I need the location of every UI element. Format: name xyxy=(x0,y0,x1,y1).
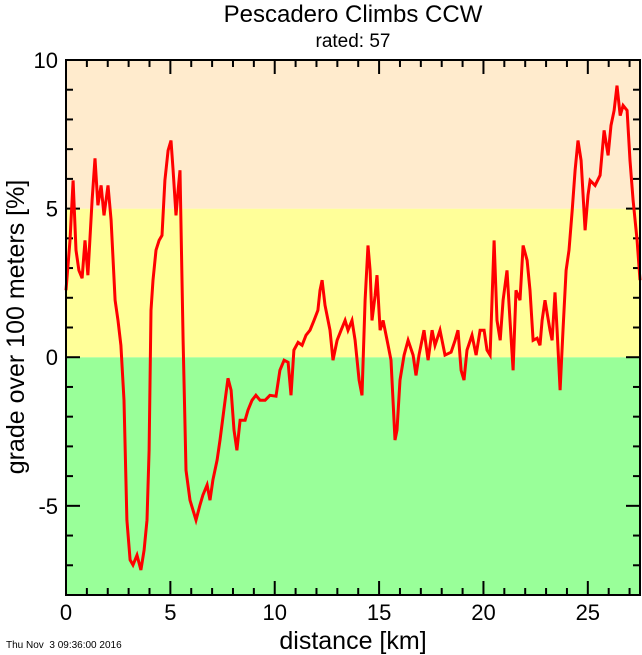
x-tick-label: 25 xyxy=(576,600,600,625)
y-tick-label: -5 xyxy=(38,494,58,519)
x-tick-label: 15 xyxy=(367,600,391,625)
series-line xyxy=(64,85,642,571)
timestamp: Thu Nov 3 09:36:00 2016 xyxy=(6,640,122,651)
x-axis-label: distance [km] xyxy=(279,627,426,655)
chart-subtitle: rated: 57 xyxy=(316,31,391,52)
x-tick-label: 0 xyxy=(60,600,72,625)
axis-ticks xyxy=(65,59,640,596)
chart-title: Pescadero Climbs CCW xyxy=(224,1,483,28)
y-tick-label: 5 xyxy=(46,197,58,222)
plot-frame xyxy=(65,59,641,596)
grade-band xyxy=(66,357,640,595)
y-tick-label: 0 xyxy=(46,345,58,370)
tick-labels: 0 5 10 15 20 25 -5 0 5 10 xyxy=(34,48,601,625)
grade-bands xyxy=(66,60,640,595)
grade-band xyxy=(66,60,640,209)
x-tick-label: 20 xyxy=(471,600,495,625)
x-tick-label: 10 xyxy=(262,600,286,625)
y-axis-label: grade over 100 meters [%] xyxy=(2,180,30,475)
x-tick-label: 5 xyxy=(164,600,176,625)
y-tick-label: 10 xyxy=(34,48,58,73)
